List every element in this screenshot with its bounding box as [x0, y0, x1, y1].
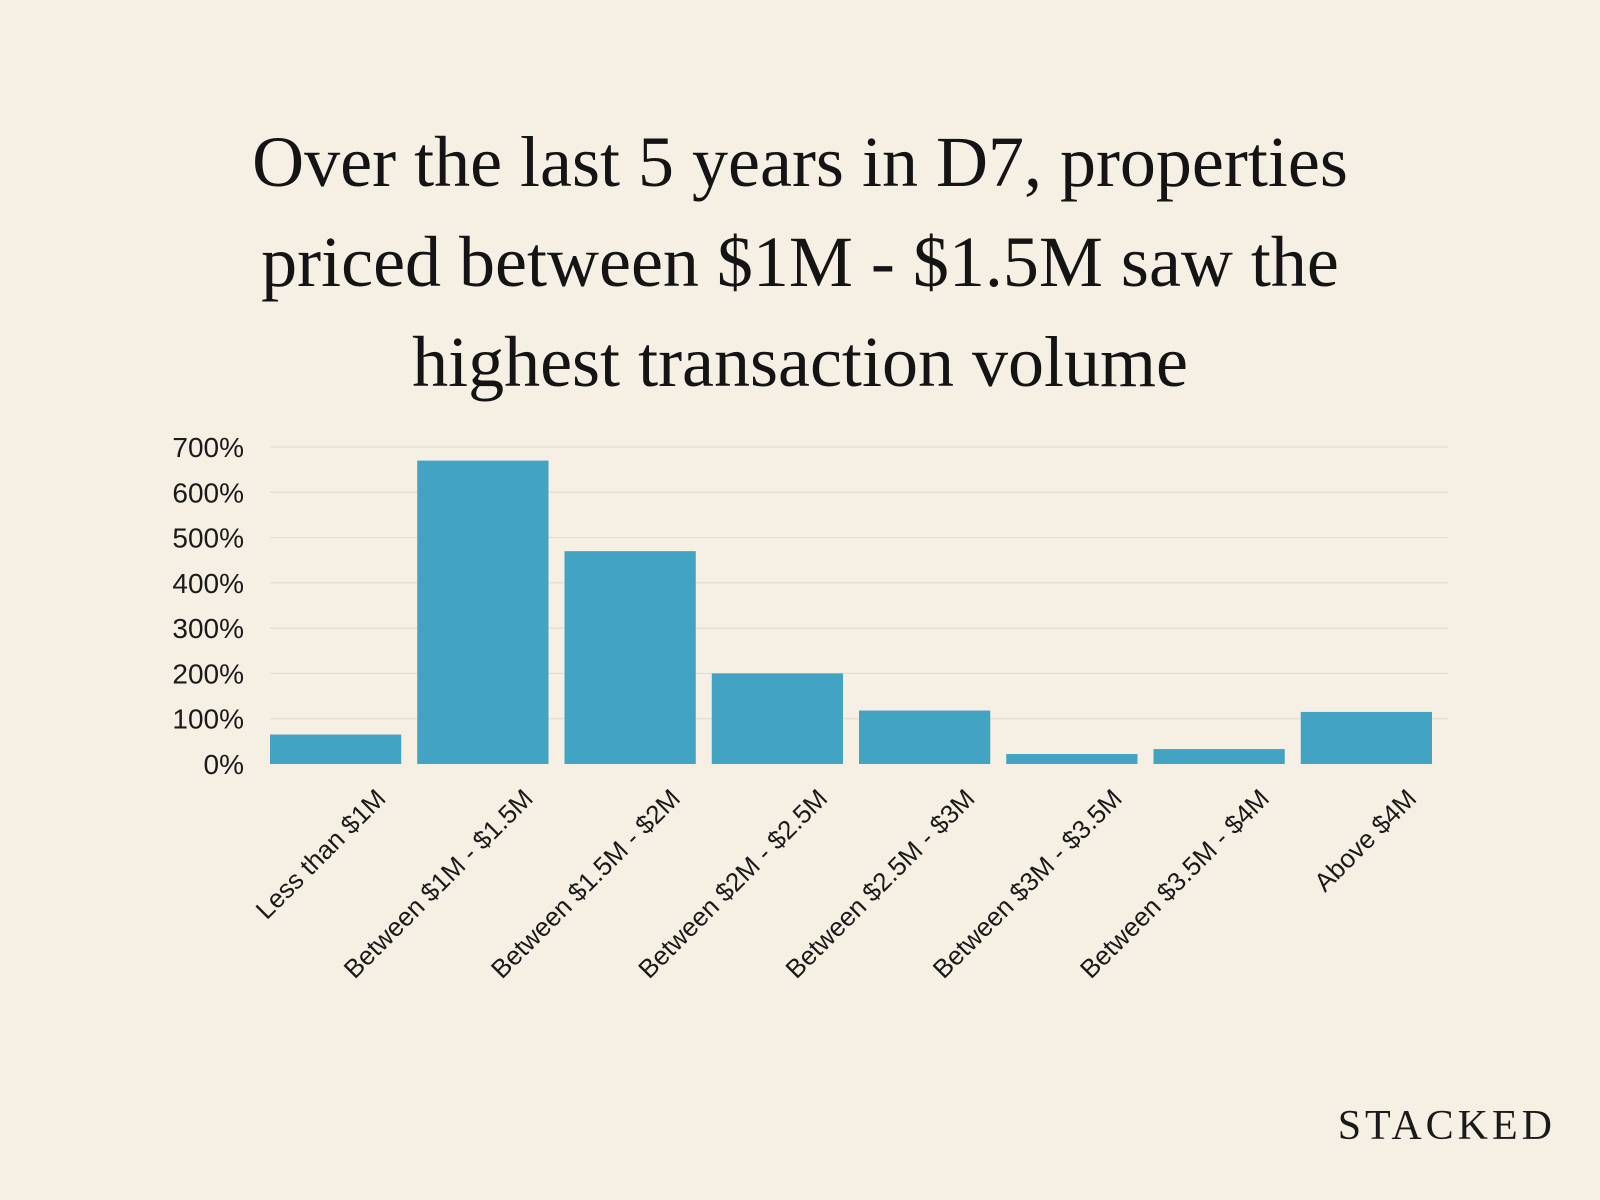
bar — [270, 734, 402, 764]
chart-title: Over the last 5 years in D7, properties … — [100, 112, 1500, 412]
y-tick-label: 300% — [172, 613, 244, 644]
bar — [1153, 749, 1285, 764]
bar — [1300, 711, 1432, 764]
bar — [711, 673, 843, 764]
chart-title-line-3: highest transaction volume — [412, 322, 1188, 402]
y-axis-ticks: 0% 100% 200% 300% 400% 500% 600% 700% — [172, 432, 244, 780]
y-tick-label: 600% — [172, 477, 244, 508]
bar — [417, 460, 549, 764]
x-tick-label: Above $4M — [1308, 783, 1422, 897]
y-tick-label: 500% — [172, 523, 244, 554]
y-tick-label: 0% — [204, 749, 244, 780]
bars — [270, 460, 1432, 764]
y-tick-label: 200% — [172, 658, 244, 689]
bar — [1006, 754, 1138, 764]
brand-logo: STACKED — [1337, 1103, 1556, 1149]
y-tick-label: 700% — [172, 432, 244, 463]
chart-title-line-2: priced between $1M - $1.5M saw the — [261, 222, 1339, 302]
chart-title-line-1: Over the last 5 years in D7, properties — [252, 122, 1348, 202]
y-tick-label: 400% — [172, 568, 244, 599]
x-tick-label: Less than $1M — [250, 783, 392, 925]
bar — [859, 710, 991, 764]
bar — [564, 551, 696, 764]
y-tick-label: 100% — [172, 704, 244, 735]
